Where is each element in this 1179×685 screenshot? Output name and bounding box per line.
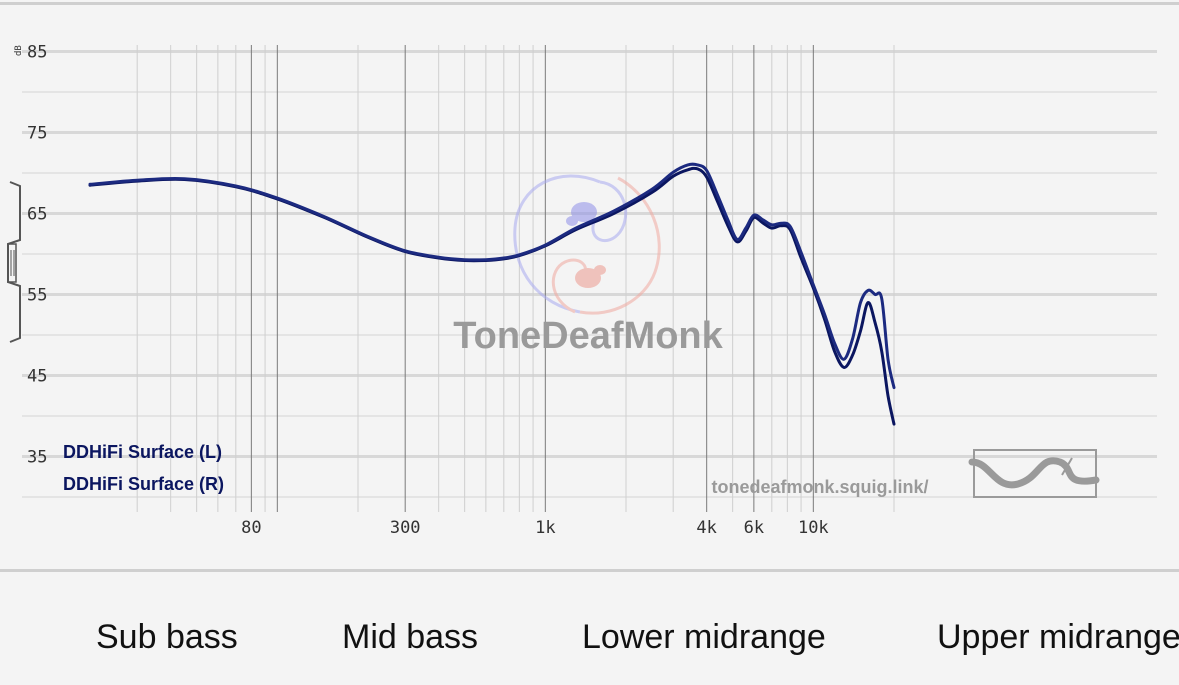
- y-axis-unit-label: dB: [14, 45, 24, 56]
- vertical-gridlines: [136, 45, 895, 512]
- x-tick-10k: 10k: [798, 518, 829, 538]
- band-lower-midrange[interactable]: Lower midrange: [582, 618, 826, 656]
- legend: DDHiFi Surface (L) DDHiFi Surface (R): [63, 442, 224, 494]
- x-tick-300: 300: [390, 518, 421, 538]
- y-tick-35: 35: [27, 448, 47, 468]
- response-curves: [88, 162, 896, 426]
- squig-url[interactable]: tonedeafmonk.squig.link/: [711, 477, 928, 497]
- frequency-bands: Sub bass Mid bass Lower midrange Upper m…: [0, 572, 1179, 685]
- curve-right[interactable]: [88, 162, 896, 390]
- horizontal-gridlines: [22, 50, 1157, 498]
- y-tick-85: 85: [27, 43, 47, 63]
- y-axis-ticks: 85 75 65 55 45 35: [27, 43, 47, 468]
- top-border: [0, 2, 1179, 5]
- y-tick-55: 55: [27, 286, 47, 306]
- band-divider: [0, 569, 1179, 572]
- monk-logo-watermark: [513, 174, 661, 315]
- y-tick-75: 75: [27, 124, 47, 144]
- x-tick-6k: 6k: [744, 518, 764, 538]
- band-upper-midrange[interactable]: Upper midrange: [937, 618, 1179, 656]
- y-scale-handle[interactable]: [7, 181, 21, 343]
- watermark-text: ToneDeafMonk: [453, 315, 723, 357]
- y-tick-45: 45: [27, 367, 47, 387]
- legend-entry-left[interactable]: DDHiFi Surface (L): [63, 442, 222, 462]
- y-tick-65: 65: [27, 205, 47, 225]
- frequency-response-graph[interactable]: ToneDeafMonk 85 75 65 55 45 35 dB 80 300 1k 4k 6k…: [0, 0, 1179, 569]
- x-tick-1k: 1k: [535, 518, 555, 538]
- curve-left[interactable]: [88, 166, 896, 426]
- x-tick-80: 80: [241, 518, 261, 538]
- legend-entry-right[interactable]: DDHiFi Surface (R): [63, 474, 224, 494]
- x-tick-4k: 4k: [696, 518, 716, 538]
- band-sub-bass[interactable]: Sub bass: [96, 618, 238, 656]
- band-mid-bass[interactable]: Mid bass: [342, 618, 479, 656]
- squig-logo: [968, 449, 1100, 498]
- x-axis-ticks: 80 300 1k 4k 6k 10k: [241, 518, 829, 538]
